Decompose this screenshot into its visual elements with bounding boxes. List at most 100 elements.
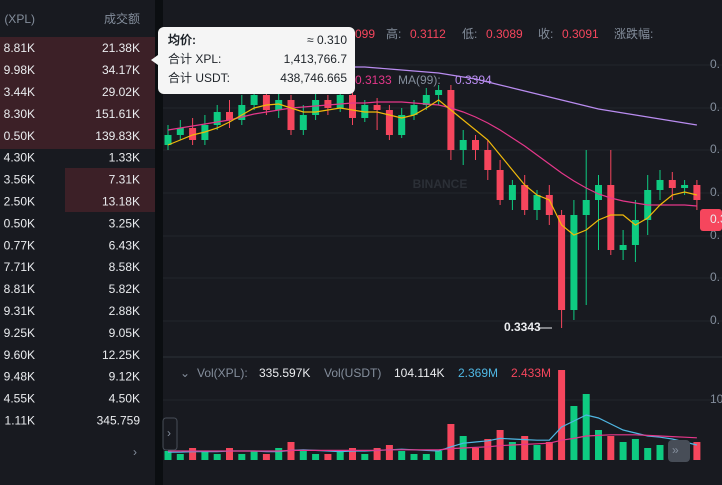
candle-body — [619, 245, 627, 250]
candle-body — [681, 185, 689, 188]
ob-total: 5.82K — [109, 282, 140, 296]
candle-body — [656, 180, 664, 190]
volume-bar — [521, 436, 529, 460]
candle-body — [447, 90, 455, 150]
divider — [155, 0, 163, 485]
candle-body — [582, 200, 590, 215]
volume-bar — [312, 454, 320, 460]
low-marker: 0.3343 — [504, 320, 541, 334]
volume-bar — [619, 442, 627, 460]
candle-body — [496, 170, 504, 200]
ob-total: 7.31K — [109, 173, 140, 187]
ob-amount: 9.48K — [4, 370, 35, 384]
volume-bar — [349, 448, 356, 460]
volume-bar — [656, 445, 664, 460]
candle-body — [312, 100, 320, 115]
tooltip-label: 合计 USDT: — [168, 70, 230, 85]
volume-bar — [275, 448, 283, 460]
y-tick-label: 0. — [710, 270, 720, 284]
label: 收: — [538, 27, 553, 41]
volume-bar — [189, 448, 197, 460]
y-tick-label: 0. — [710, 185, 720, 199]
toggle[interactable]: ⌄ — [180, 366, 190, 380]
volume-bar — [447, 424, 455, 460]
volume-bar — [299, 451, 307, 460]
candle-body — [189, 128, 197, 140]
ob-amount: 3.56K — [4, 173, 35, 187]
vol-ma: 2.433M — [511, 366, 551, 380]
candle-body — [164, 135, 172, 145]
candle-body — [385, 110, 393, 135]
tooltip-bg — [158, 27, 355, 94]
candle-body — [226, 112, 233, 120]
volume-bar — [385, 445, 393, 460]
volume-bar — [545, 442, 553, 460]
tooltip-value: ≈ 0.310 — [307, 33, 347, 47]
volume-bar — [508, 442, 516, 460]
volume-bar — [472, 448, 479, 460]
volume-bar — [201, 451, 209, 460]
candle-body — [435, 90, 443, 95]
candle-body — [275, 100, 283, 110]
volume-bar — [250, 451, 258, 460]
expand-icon: › — [167, 426, 171, 440]
candle-body — [607, 185, 615, 250]
ob-amount: 0.77K — [4, 238, 35, 252]
tooltip-label: 合计 XPL: — [168, 51, 221, 66]
volume-bar — [582, 394, 590, 460]
y-tick-label: 0. — [710, 100, 720, 114]
volume-bar — [435, 451, 443, 460]
open: 099 — [355, 27, 375, 41]
volume-bar — [262, 454, 270, 460]
label: MA(99): — [398, 73, 441, 87]
candle-body — [631, 220, 639, 245]
candle-body — [262, 95, 270, 110]
ob-amount: 8.81K — [4, 282, 35, 296]
expand-button[interactable] — [162, 417, 178, 451]
price-tag-text: 0.3 — [710, 212, 722, 226]
candle-body — [459, 140, 467, 150]
label: Vol(USDT) — [324, 366, 381, 380]
ob-total: 34.17K — [102, 63, 140, 77]
ob-total: 151.61K — [95, 107, 140, 121]
tooltip-label: 均价: — [168, 32, 196, 47]
depth-bg — [65, 168, 155, 212]
vol-value: 335.597K — [259, 366, 310, 380]
ma-line — [167, 99, 698, 236]
volume-bar — [607, 436, 615, 460]
ob-amount: 7.71K — [4, 260, 35, 274]
watermark: BINANCE — [413, 177, 468, 191]
ob-amount: 3.44K — [4, 85, 35, 99]
volume-bar — [238, 454, 246, 460]
ob-total: 6.43K — [109, 238, 140, 252]
candle-body — [287, 100, 295, 130]
ob-total: 8.58K — [109, 260, 140, 274]
ob-total: 345.759 — [97, 413, 141, 427]
chevron[interactable]: › — [133, 445, 137, 459]
scroll-button[interactable] — [668, 440, 690, 462]
candle-body — [570, 215, 578, 310]
volume-bar — [226, 448, 233, 460]
ob-total: 9.12K — [109, 370, 140, 384]
vol-ma: 2.369M — [458, 366, 498, 380]
volume-bar — [164, 451, 172, 460]
ob-header: 成交额 — [104, 11, 140, 26]
y-tick-label: 0. — [710, 142, 720, 156]
ob-amount: 0.50K — [4, 129, 35, 143]
low: 0.3089 — [486, 27, 523, 41]
candle-body — [213, 112, 221, 125]
ob-amount: 9.98K — [4, 63, 35, 77]
ob-total: 139.83K — [95, 129, 140, 143]
ob-header: (XPL) — [4, 12, 35, 26]
ob-amount: 9.60K — [4, 348, 35, 362]
volume-bar — [533, 445, 541, 460]
vol-value: 104.114K — [394, 366, 445, 380]
candle-body — [472, 140, 479, 150]
label: Vol(XPL): — [197, 366, 248, 380]
candle-body — [336, 95, 344, 108]
candle-body — [668, 180, 676, 188]
ob-amount: 2.50K — [4, 194, 35, 208]
ob-amount: 8.30K — [4, 107, 35, 121]
volume-bar — [595, 430, 602, 460]
